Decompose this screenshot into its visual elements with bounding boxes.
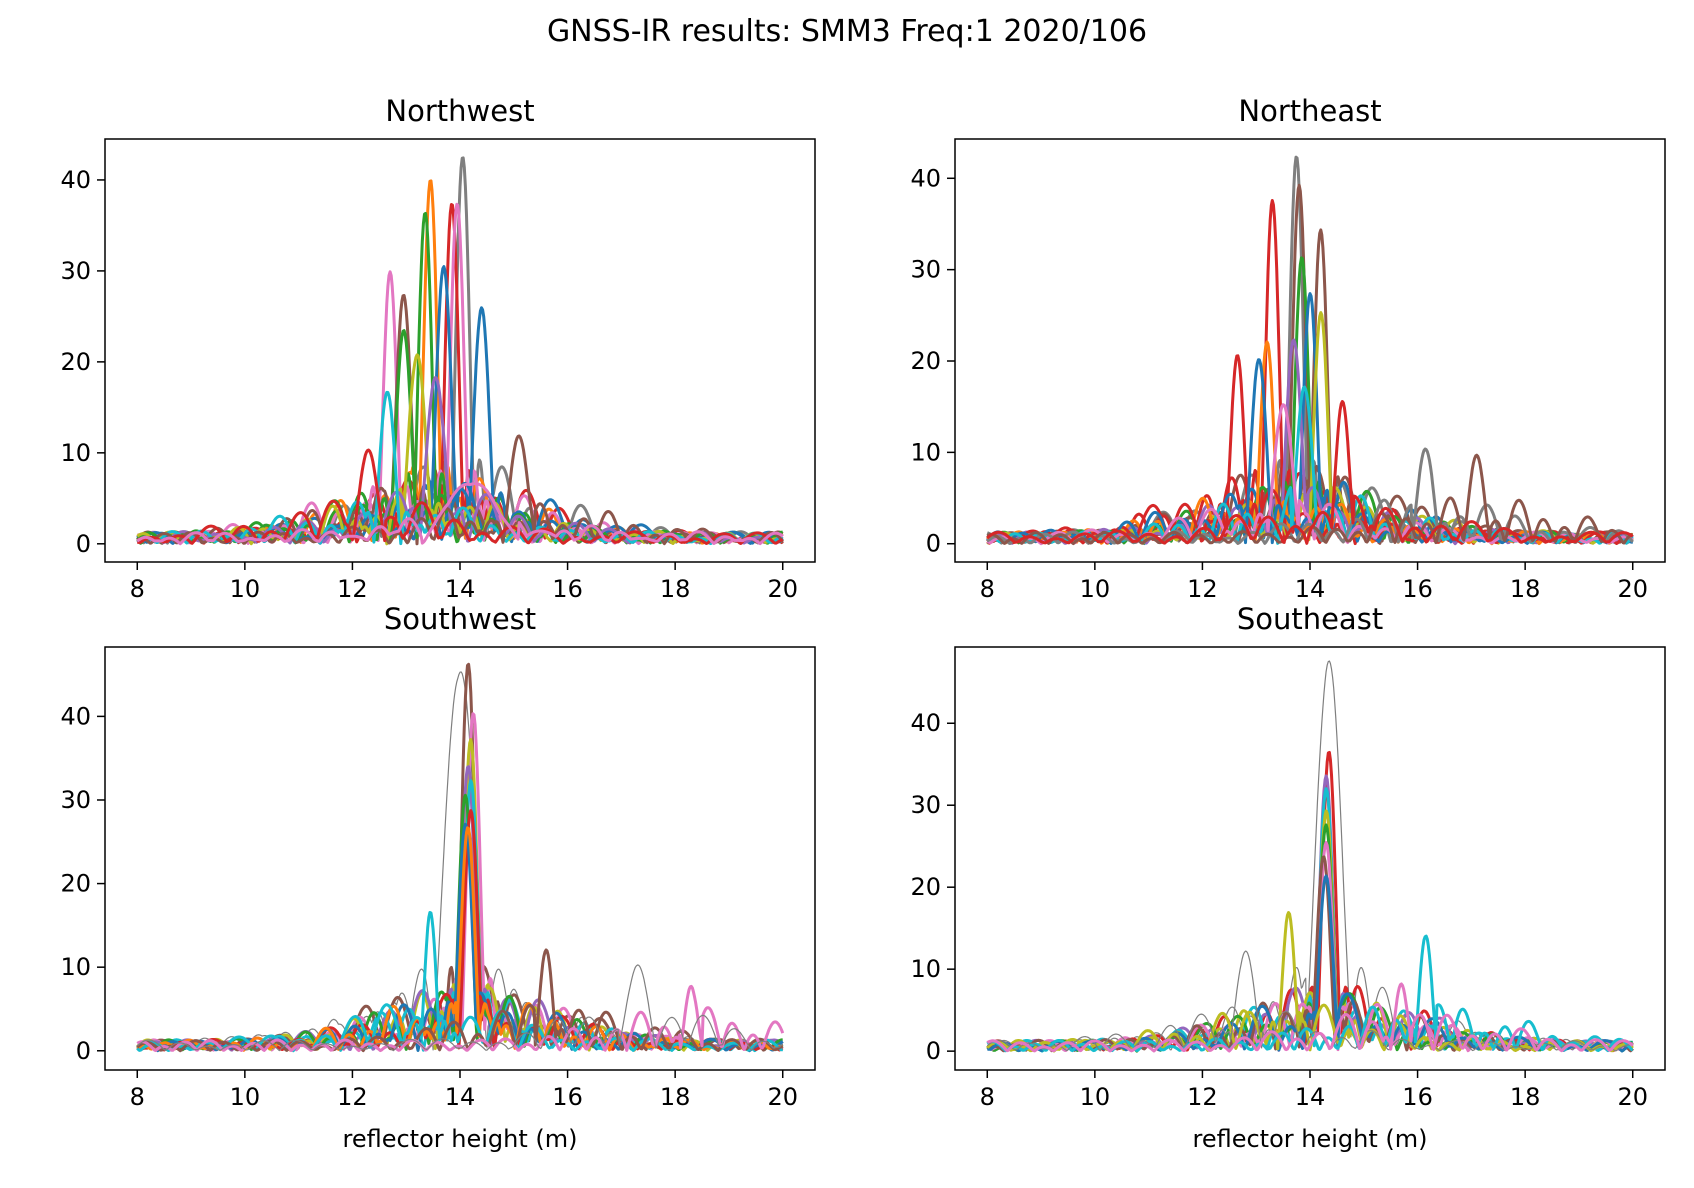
y-tick-label: 10 [910, 438, 941, 466]
subplot-southwest: 8 10 12 14 16 18 20 0 10 20 30 40 Southwest reflector… [60, 602, 816, 1153]
y-tick-label: 0 [76, 530, 91, 558]
series-line [136, 911, 784, 1052]
y-tick-label: 20 [60, 348, 91, 376]
x-tick-label: 18 [1510, 1083, 1541, 1111]
y-tick-label: 40 [910, 164, 941, 192]
y-tick-label: 10 [60, 439, 91, 467]
figure-suptitle: GNSS-IR results: SMM3 Freq:1 2020/106 [546, 14, 1148, 49]
x-tick-label: 14 [1295, 575, 1326, 603]
y-tick-label: 0 [76, 1037, 91, 1065]
subplot-title: Southeast [1237, 602, 1383, 636]
series-line [986, 403, 1634, 546]
series-line [986, 400, 1634, 545]
x-tick-label: 12 [1187, 575, 1218, 603]
y-tick-label: 20 [60, 870, 91, 898]
y-tick-label: 10 [910, 955, 941, 983]
x-tick-label: 8 [980, 575, 995, 603]
series-line [986, 950, 1633, 1052]
y-tick-label: 30 [60, 257, 91, 285]
y-tick-label: 20 [910, 347, 941, 375]
x-tick-label: 8 [130, 575, 145, 603]
series-line [136, 434, 784, 546]
subplot-title: Northeast [1238, 94, 1381, 128]
series-line [136, 448, 784, 545]
y-tick-label: 40 [910, 709, 941, 737]
x-tick-label: 18 [660, 1083, 691, 1111]
x-tick-label: 16 [1402, 1083, 1433, 1111]
x-tick-label: 14 [445, 1083, 476, 1111]
x-tick-label: 16 [552, 1083, 583, 1111]
series-line [986, 855, 1634, 1053]
y-tick-label: 30 [60, 786, 91, 814]
y-tick-label: 10 [60, 953, 91, 981]
x-tick-label: 10 [230, 1083, 261, 1111]
x-tick-label: 20 [1617, 1083, 1648, 1111]
subplot-title: Northwest [385, 94, 534, 128]
x-tick-label: 20 [767, 575, 798, 603]
x-tick-label: 8 [130, 1083, 145, 1111]
x-tick-label: 12 [1187, 1083, 1218, 1111]
subplot-title: Southwest [384, 602, 536, 636]
series-group [986, 155, 1634, 546]
x-tick-label: 10 [1080, 1083, 1111, 1111]
series-line [136, 964, 784, 1052]
y-tick-label: 40 [60, 702, 91, 730]
series-line [986, 982, 1634, 1053]
subplot-southeast: 8 10 12 14 16 18 20 0 10 20 30 40 Southeast reflector… [910, 602, 1666, 1153]
y-tick-label: 40 [60, 166, 91, 194]
x-tick-label: 16 [1402, 575, 1433, 603]
y-tick-label: 0 [926, 530, 941, 558]
x-tick-label: 18 [660, 575, 691, 603]
series-group [986, 660, 1634, 1053]
x-axis-label: reflector height (m) [1192, 1125, 1427, 1153]
series-line [136, 984, 785, 1053]
x-tick-label: 20 [1617, 575, 1648, 603]
x-tick-label: 14 [1295, 1083, 1326, 1111]
y-tick-label: 30 [910, 256, 941, 284]
x-tick-label: 16 [552, 575, 583, 603]
series-line [136, 482, 784, 546]
series-line [986, 934, 1634, 1053]
x-tick-label: 8 [980, 1083, 995, 1111]
series-line [986, 911, 1634, 1053]
subplot-northeast: 8 10 12 14 16 18 20 0 10 20 30 40 Northeast [910, 94, 1666, 603]
x-tick-label: 10 [230, 575, 261, 603]
x-tick-label: 12 [337, 1083, 368, 1111]
y-tick-label: 30 [910, 791, 941, 819]
y-tick-label: 20 [910, 873, 941, 901]
x-tick-label: 10 [1080, 575, 1111, 603]
x-tick-label: 20 [767, 1083, 798, 1111]
x-tick-label: 14 [445, 575, 476, 603]
x-axis-label: reflector height (m) [342, 1125, 577, 1153]
x-tick-label: 18 [1510, 575, 1541, 603]
subplot-northwest: 8 10 12 14 16 18 20 0 10 20 30 40 Northwest [60, 94, 816, 603]
x-tick-label: 12 [337, 575, 368, 603]
series-group [136, 156, 784, 546]
y-tick-label: 0 [926, 1037, 941, 1065]
series-group [136, 662, 785, 1053]
